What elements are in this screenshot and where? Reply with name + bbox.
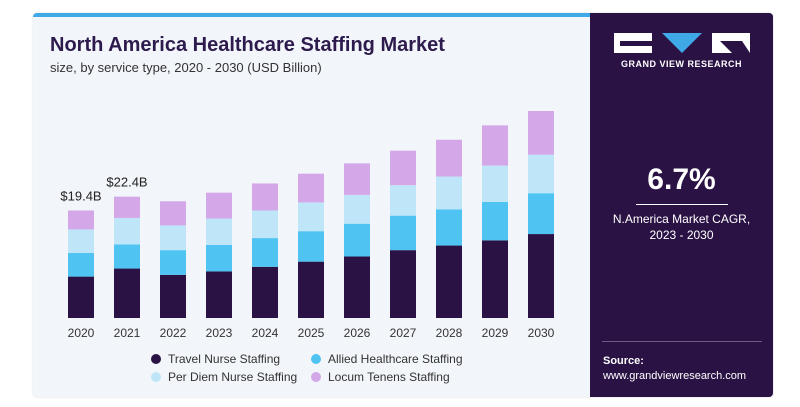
- chart-title: North America Healthcare Staffing Market: [50, 34, 445, 56]
- bar-allied-2025: [298, 231, 324, 262]
- bar-allied-2022: [160, 250, 186, 275]
- brand-logo-icon: [614, 33, 750, 53]
- legend-item-travel: Travel Nurse Staffing: [151, 352, 280, 366]
- side-panel: GRAND VIEW RESEARCH 6.7% N.America Marke…: [590, 13, 773, 397]
- brand-name: GRAND VIEW RESEARCH: [620, 59, 742, 69]
- x-tick-label-2028: 2028: [436, 326, 463, 340]
- bar-travel-2024: [252, 266, 278, 318]
- x-tick-label-2026: 2026: [344, 326, 371, 340]
- bar-allied-2026: [344, 223, 370, 257]
- bar-travel-2020: [68, 276, 94, 318]
- bar-travel-2027: [390, 250, 416, 318]
- bar-locum-2023: [206, 192, 232, 219]
- x-tick-label-2024: 2024: [252, 326, 279, 340]
- bar-per-diem-2026: [344, 194, 370, 224]
- legend-swatch-locum: [311, 372, 321, 382]
- legend-swatch-per-diem: [151, 372, 161, 382]
- x-tick-label-2020: 2020: [68, 326, 95, 340]
- data-label-2020: $19.4B: [60, 188, 101, 203]
- bar-locum-2027: [390, 150, 416, 186]
- bar-per-diem-2025: [298, 202, 324, 232]
- bar-locum-2024: [252, 183, 278, 211]
- bar-per-diem-2021: [114, 217, 140, 245]
- bar-per-diem-2023: [206, 218, 232, 245]
- bar-travel-2022: [160, 274, 186, 318]
- bar-locum-2028: [436, 139, 462, 177]
- cagr-label-line1: N.America Market CAGR,: [612, 212, 751, 226]
- top-accent-bar: [33, 13, 773, 17]
- cagr-label-line2: 2023 - 2030: [649, 228, 714, 242]
- bar-locum-2030: [528, 111, 554, 155]
- bar-locum-2020: [68, 210, 94, 230]
- bar-per-diem-2020: [68, 229, 94, 254]
- bar-travel-2025: [298, 261, 324, 318]
- bar-locum-2029: [482, 125, 508, 166]
- source-divider: [602, 341, 762, 342]
- cagr-value: 6.7%: [647, 163, 716, 196]
- legend-item-allied: Allied Healthcare Staffing: [311, 352, 463, 366]
- bar-allied-2027: [390, 215, 416, 251]
- bar-per-diem-2027: [390, 185, 416, 216]
- data-label-2021: $22.4B: [106, 175, 147, 190]
- bar-per-diem-2024: [252, 210, 278, 239]
- legend-item-locum: Locum Tenens Staffing: [311, 370, 450, 384]
- legend-label-travel: Travel Nurse Staffing: [168, 352, 281, 366]
- bar-locum-2021: [114, 196, 140, 218]
- legend-swatch-travel: [151, 354, 161, 364]
- x-tick-label-2029: 2029: [482, 326, 509, 340]
- bar-per-diem-2029: [482, 165, 508, 202]
- bar-allied-2023: [206, 244, 232, 272]
- x-tick-label-2027: 2027: [390, 326, 417, 340]
- legend-item-per-diem: Per Diem Nurse Staffing: [151, 370, 297, 384]
- bar-travel-2023: [206, 271, 232, 318]
- bar-travel-2030: [528, 234, 554, 318]
- bar-allied-2028: [436, 209, 462, 246]
- legend-label-per-diem: Per Diem Nurse Staffing: [168, 370, 298, 384]
- bar-per-diem-2028: [436, 176, 462, 210]
- bar-allied-2024: [252, 238, 278, 267]
- source-link[interactable]: www.grandviewresearch.com: [603, 370, 747, 382]
- bar-per-diem-2030: [528, 154, 554, 194]
- bar-travel-2026: [344, 256, 370, 318]
- bar-travel-2028: [436, 245, 462, 318]
- x-tick-label-2025: 2025: [298, 326, 325, 340]
- bar-allied-2021: [114, 244, 140, 269]
- x-tick-label-2023: 2023: [206, 326, 233, 340]
- bar-allied-2029: [482, 201, 508, 241]
- legend-label-allied: Allied Healthcare Staffing: [328, 352, 463, 366]
- x-tick-label-2030: 2030: [528, 326, 555, 340]
- cagr-label: N.America Market CAGR, 2023 - 2030: [590, 211, 773, 243]
- source-label: Source:: [603, 355, 644, 367]
- bar-per-diem-2022: [160, 225, 186, 251]
- bar-allied-2030: [528, 193, 554, 235]
- x-tick-label-2021: 2021: [114, 326, 141, 340]
- chart-subtitle: size, by service type, 2020 - 2030 (USD …: [50, 60, 322, 75]
- legend-label-locum: Locum Tenens Staffing: [328, 370, 450, 384]
- legend-swatch-allied: [311, 354, 321, 364]
- bar-locum-2026: [344, 163, 370, 195]
- bar-locum-2022: [160, 201, 186, 226]
- bar-travel-2029: [482, 240, 508, 318]
- x-tick-label-2022: 2022: [160, 326, 187, 340]
- bar-allied-2020: [68, 253, 94, 277]
- cagr-divider: [636, 204, 728, 205]
- bar-locum-2025: [298, 173, 324, 203]
- chart-plot: 2020 2021 2022 2023 2024 2025 2026 2027 2028 2029…: [60, 111, 555, 340]
- chart-card: North America Healthcare Staffing Market…: [33, 13, 773, 397]
- bar-travel-2021: [114, 268, 140, 318]
